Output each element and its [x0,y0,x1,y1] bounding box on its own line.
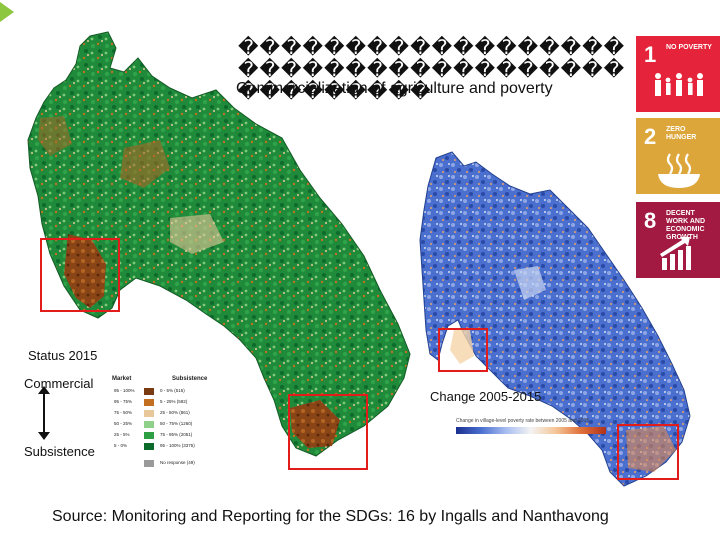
map-legend: Market Subsistence 95 - 100% 95 - 75% 75… [106,372,242,478]
bar-growth-icon [660,237,691,270]
sdg-number: 1 [644,42,657,67]
legend-market-row: 5 - 0% [114,443,128,448]
legend-subsistence-row: 75 - 95% (2051) [160,432,193,437]
commercial-label: Commercial [24,376,94,391]
legend-subsistence-row: 5 - 25% (592) [160,399,188,404]
legend-subsistence-row: 25 - 50% (861) [160,410,190,415]
title-garbled: ����������������������������������������… [238,35,626,103]
status-2015-map [27,31,411,457]
legend-market-header: Market [112,376,132,382]
sdg-number: 2 [644,124,657,149]
sdg-goal-2: 2 ZERO HUNGER [636,118,720,194]
subsistence-label: Subsistence [24,444,95,459]
legend-subsistence-row: No response (49) [160,460,195,465]
source-citation: Source: Monitoring and Reporting for the… [52,508,609,525]
highlight-box-bottom-map [288,394,368,470]
highlight-box-right-south [617,424,679,480]
highlight-box-right-map [438,328,488,372]
colorbar-caption: Change in village-level poverty rate bet… [456,418,590,424]
legend-swatch [144,460,154,467]
sdg-goal-1: 1 NO POVERTY [636,36,720,112]
legend-subsistence-row: 0 - 5% (515) [160,388,185,393]
sdg-title: NO POVERTY [666,44,712,51]
legend-market-row: 75 - 50% [114,410,133,415]
subtitle: Commercialization of agriculture and pov… [236,80,553,97]
status-2015-label: Status 2015 [28,348,98,363]
change-label: Change 2005-2015 [430,389,542,404]
colorbar-gradient [456,427,606,434]
sdg-goal-8: 8 DECENT WORK AND ECONOMIC GROWTH [636,202,720,278]
sdg-number: 8 [644,208,657,233]
arrow-down-icon [38,432,50,440]
legend-market-row: 25 - 5% [114,432,130,437]
legend-subsistence-row: 50 - 75% (1260) [160,421,193,426]
bowl-icon [658,153,700,188]
legend-swatch [144,399,154,406]
legend-market-row: 95 - 100% [114,388,135,393]
legend-market-row: 95 - 75% [114,399,133,404]
legend-swatch [144,443,154,450]
legend-swatch [144,421,154,428]
highlight-box-left-map [40,238,120,312]
family-icon [655,73,703,96]
legend-market-row: 50 - 25% [114,421,133,426]
legend-swatch [144,388,154,395]
legend-swatch [144,432,154,439]
poverty-change-colorbar: Change in village-level poverty rate bet… [452,418,610,454]
arrow-up-icon [38,386,50,394]
accent-triangle-icon [0,2,14,22]
legend-subsistence-row: 95 - 100% (3375) [160,443,195,448]
arrow-line [43,392,45,434]
legend-swatch [144,410,154,417]
sdg-title: ZERO HUNGER [666,126,697,141]
poverty-change-map [419,151,691,487]
legend-subsistence-header: Subsistence [172,376,208,382]
